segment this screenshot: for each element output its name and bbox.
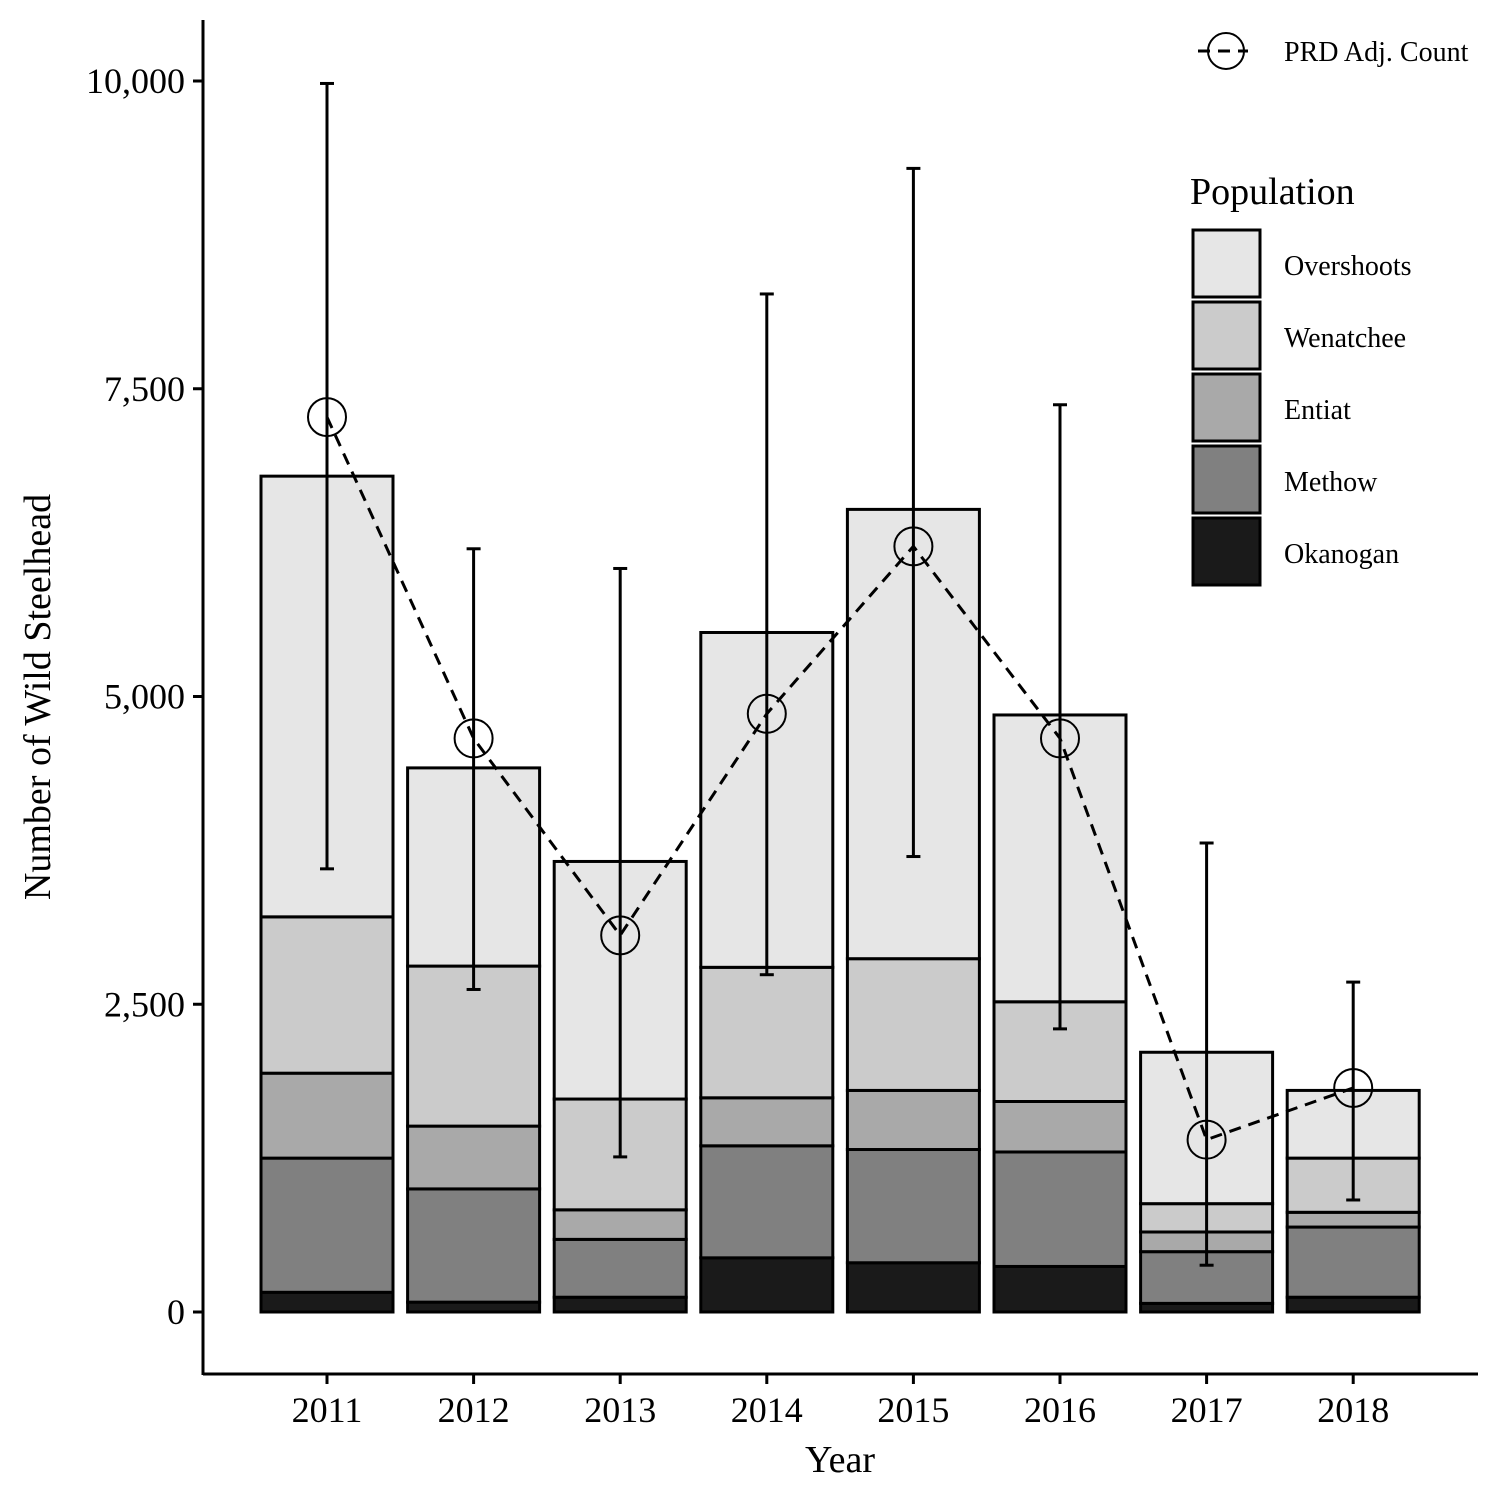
legend-item-wenatchee: Wenatchee	[1191, 300, 1406, 371]
x-tick-label: 2013	[584, 1390, 656, 1430]
y-axis-title: Number of Wild Steelhead	[17, 494, 59, 900]
bar-okanogan-2011	[259, 1290, 395, 1314]
errorbar-layer	[320, 81, 1361, 1267]
bar-wenatchee-2014	[699, 965, 835, 1100]
x-tick-label: 2017	[1171, 1390, 1243, 1430]
y-tick-label: 2,500	[104, 984, 185, 1024]
legend-label: Entiat	[1284, 395, 1351, 426]
y-ticks: 0 2,500 5,000 7,500 10,000	[86, 61, 203, 1332]
bar-methow-2015	[845, 1148, 981, 1265]
legend-prd-label: PRD Adj. Count	[1284, 37, 1469, 68]
legend-item-overshoots: Overshoots	[1191, 228, 1412, 299]
bar-entiat-2014	[699, 1096, 835, 1148]
bar-entiat-2011	[259, 1071, 395, 1160]
prd-line-layer	[307, 397, 1374, 1160]
y-tick-label: 0	[167, 1292, 185, 1332]
bar-methow-2011	[259, 1156, 395, 1294]
prd-adj-count-point-2011	[307, 397, 347, 438]
legend-swatch	[1191, 516, 1262, 587]
legend-title: Population	[1190, 171, 1355, 213]
legend-swatch	[1191, 228, 1262, 299]
legend-item-okanogan: Okanogan	[1191, 516, 1399, 587]
bar-entiat-2015	[845, 1088, 981, 1152]
legend: Overshoots Wenatchee Entiat Methow Okanogan	[1191, 228, 1412, 587]
y-tick-label: 7,500	[104, 369, 185, 409]
bar-wenatchee-2015	[845, 957, 981, 1092]
bar-entiat-2012	[406, 1124, 542, 1191]
bar-okanogan-2016	[992, 1264, 1128, 1314]
legend-swatch	[1191, 300, 1262, 371]
bar-entiat-2018	[1285, 1210, 1421, 1229]
errorbar-2014	[759, 292, 774, 977]
prd-adj-count-point-2015	[893, 526, 934, 567]
bar-okanogan-2013	[552, 1295, 688, 1314]
bar-wenatchee-2012	[406, 964, 542, 1128]
bar-methow-2016	[992, 1150, 1128, 1268]
errorbar-2015	[906, 166, 921, 859]
bar-wenatchee-2011	[259, 915, 395, 1075]
prd-adj-count-point-2012	[453, 718, 494, 759]
x-axis-title: Year	[805, 1439, 875, 1481]
x-tick-label: 2014	[731, 1390, 803, 1430]
bar-stack-2016	[992, 713, 1128, 1314]
bar-okanogan-2015	[845, 1261, 981, 1314]
x-tick-label: 2018	[1317, 1390, 1389, 1430]
prd-adj-count-point-2018	[1333, 1067, 1374, 1108]
legend-label: Okanogan	[1284, 539, 1399, 570]
x-tick-label: 2016	[1024, 1390, 1096, 1430]
x-tick-label: 2015	[877, 1390, 949, 1430]
bar-entiat-2013	[552, 1208, 688, 1241]
errorbar-2018	[1346, 980, 1361, 1202]
bar-methow-2013	[552, 1237, 688, 1299]
bar-okanogan-2018	[1285, 1295, 1421, 1314]
prd-adj-count-line	[325, 416, 1354, 1142]
legend-swatch	[1191, 372, 1262, 443]
prd-adj-count-point-2013	[600, 915, 641, 956]
legend-label: Wenatchee	[1284, 323, 1406, 354]
legend-prd: PRD Adj. Count	[1198, 32, 1469, 70]
bar-methow-2014	[699, 1144, 835, 1260]
errorbar-2017	[1199, 841, 1214, 1267]
legend-item-entiat: Entiat	[1191, 372, 1351, 443]
prd-adj-count-point-2016	[1040, 718, 1080, 759]
errorbar-2012	[466, 547, 481, 991]
bar-entiat-2016	[992, 1099, 1128, 1154]
y-tick-label: 5,000	[104, 677, 185, 717]
errorbar-2011	[320, 81, 334, 871]
prd-adj-count-point-2014	[746, 693, 787, 734]
legend-prd-marker	[1207, 32, 1245, 70]
errorbar-2016	[1053, 403, 1067, 1031]
legend-label: Methow	[1284, 467, 1378, 498]
x-tick-label: 2012	[438, 1390, 510, 1430]
errorbar-2013	[613, 566, 628, 1159]
legend-item-methow: Methow	[1191, 444, 1378, 515]
y-tick-label: 10,000	[86, 61, 185, 101]
bar-okanogan-2014	[699, 1256, 835, 1314]
legend-swatch	[1191, 444, 1262, 515]
legend-label: Overshoots	[1284, 251, 1412, 282]
bar-methow-2018	[1285, 1225, 1421, 1299]
x-tick-label: 2011	[292, 1390, 363, 1430]
prd-adj-count-point-2017	[1186, 1119, 1227, 1160]
bar-layer	[259, 474, 1421, 1314]
x-ticks: 2011 2012 2013 2014 2015 2016 2017 2018	[292, 1374, 1389, 1430]
bar-methow-2012	[406, 1187, 542, 1304]
